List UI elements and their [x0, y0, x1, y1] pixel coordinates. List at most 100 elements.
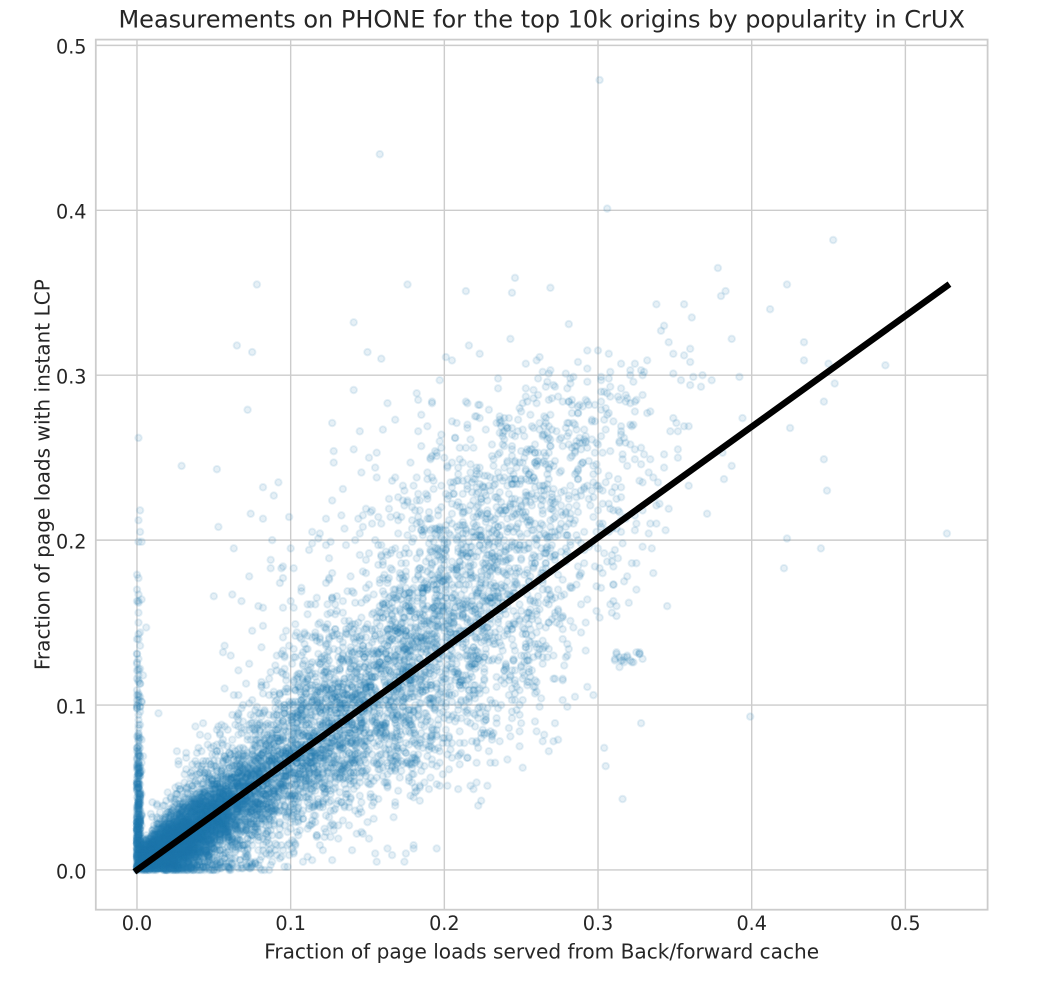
- scatter-point: [195, 834, 205, 843]
- scatter-point: [132, 852, 142, 862]
- scatter-point: [281, 626, 291, 636]
- scatter-point: [152, 860, 162, 870]
- scatter-point: [360, 768, 369, 777]
- scatter-point: [174, 860, 183, 870]
- scatter-point: [415, 796, 425, 805]
- scatter-point: [632, 585, 641, 594]
- scatter-point: [492, 586, 501, 596]
- scatter-point: [595, 75, 604, 85]
- scatter-point: [357, 468, 366, 477]
- scatter-point: [455, 598, 464, 608]
- scatter-point: [512, 580, 521, 589]
- scatter-point: [244, 859, 254, 868]
- scatter-point: [449, 583, 458, 593]
- scatter-point: [215, 793, 225, 802]
- scatter-point: [583, 377, 592, 387]
- scatter-point: [579, 484, 589, 494]
- scatter-point: [393, 529, 403, 538]
- scatter-point: [257, 819, 266, 829]
- scatter-point: [377, 519, 386, 528]
- scatter-point: [228, 590, 237, 599]
- scatter-point: [450, 433, 460, 443]
- scatter-point: [226, 651, 235, 660]
- scatter-point: [449, 489, 458, 499]
- scatter-point: [257, 786, 266, 796]
- scatter-point: [237, 596, 246, 606]
- scatter-point: [166, 860, 176, 870]
- scatter-point: [281, 811, 291, 820]
- scatter-point: [149, 864, 159, 873]
- scatter-point: [599, 387, 609, 396]
- scatter-point: [384, 494, 394, 504]
- scatter-point: [338, 750, 348, 759]
- scatter-point: [383, 758, 392, 768]
- scatter-point: [616, 430, 626, 439]
- scatter-point: [656, 326, 666, 335]
- scatter-point: [141, 837, 151, 847]
- scatter-point: [604, 374, 614, 383]
- scatter-point: [563, 702, 572, 711]
- scatter-point: [340, 689, 349, 698]
- scatter-point: [572, 501, 581, 510]
- scatter-point: [432, 580, 441, 589]
- scatter-point: [427, 397, 437, 406]
- scatter-point: [426, 570, 435, 580]
- scatter-point: [267, 535, 277, 545]
- scatter-point: [532, 398, 541, 408]
- scatter-point: [374, 664, 383, 674]
- scatter-point: [194, 837, 203, 847]
- scatter-point: [507, 713, 517, 723]
- scatter-point: [327, 855, 337, 865]
- scatter-point: [406, 641, 415, 650]
- scatter-point: [489, 593, 498, 603]
- scatter-point: [203, 836, 212, 845]
- scatter-point: [334, 732, 343, 741]
- scatter-point: [223, 725, 232, 735]
- scatter-point: [132, 836, 142, 845]
- scatter-point: [593, 506, 603, 515]
- scatter-point: [466, 659, 475, 669]
- scatter-point: [209, 799, 219, 809]
- scatter-point: [453, 784, 463, 794]
- scatter-point: [134, 715, 143, 725]
- scatter-point: [828, 235, 838, 245]
- scatter-point: [284, 765, 294, 774]
- scatter-point: [370, 849, 380, 858]
- scatter-point: [134, 845, 143, 855]
- scatter-point: [363, 709, 372, 718]
- scatter-point: [547, 492, 557, 502]
- scatter-point: [168, 850, 177, 860]
- scatter-point: [278, 735, 288, 744]
- scatter-point: [553, 735, 563, 744]
- scatter-point: [141, 623, 151, 632]
- scatter-point: [194, 845, 203, 855]
- scatter-point: [149, 862, 159, 871]
- scatter-point: [160, 860, 169, 870]
- scatter-point: [218, 821, 228, 830]
- scatter-point: [218, 791, 228, 800]
- scatter-point: [819, 455, 829, 464]
- scatter-point: [553, 585, 563, 594]
- scatter-point: [174, 822, 183, 832]
- scatter-point: [607, 488, 617, 497]
- scatter-point: [158, 834, 168, 843]
- scatter-point: [277, 748, 286, 758]
- scatter-point: [249, 822, 259, 832]
- scatter-point: [272, 746, 282, 756]
- scatter-point: [168, 826, 177, 835]
- scatter-point: [183, 845, 192, 855]
- scatter-point: [332, 770, 342, 779]
- scatter-point: [642, 356, 652, 365]
- scatter-point: [306, 600, 315, 609]
- scatter-point: [456, 695, 466, 705]
- scatter-point: [415, 563, 425, 573]
- scatter-point: [197, 832, 206, 842]
- scatter-point: [564, 418, 574, 428]
- scatter-point: [155, 839, 165, 848]
- scatter-point: [140, 847, 149, 857]
- scatter-point: [318, 756, 328, 766]
- scatter-point: [154, 837, 163, 847]
- scatter-point: [354, 763, 363, 772]
